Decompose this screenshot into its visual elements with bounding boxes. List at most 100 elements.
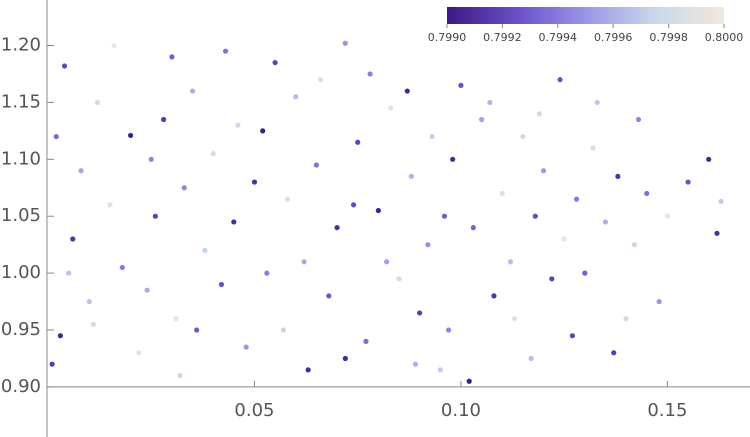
point (66, 270, 72, 276)
point (437, 367, 443, 373)
y-tick-label: 1.00 (1, 262, 41, 283)
point (569, 333, 576, 339)
point (317, 77, 324, 83)
point (549, 276, 555, 282)
point (417, 310, 423, 316)
x-tick-label: 0.10 (441, 400, 481, 421)
point (78, 168, 84, 174)
point (384, 259, 390, 265)
point (148, 156, 154, 162)
point (623, 316, 629, 322)
point (615, 173, 621, 179)
point (367, 71, 373, 77)
point (528, 355, 534, 362)
point (144, 287, 150, 293)
point (396, 276, 402, 282)
point (342, 355, 348, 362)
point (714, 230, 720, 236)
point (487, 99, 493, 106)
y-tick-label: 1.10 (1, 148, 41, 169)
point (520, 133, 526, 140)
point (305, 367, 311, 373)
colorbar-tick-label: 0.7996 (594, 31, 633, 44)
y-tick-label: 0.95 (1, 319, 41, 340)
point (499, 190, 505, 197)
point (342, 40, 348, 46)
point (251, 179, 258, 185)
point (631, 242, 637, 248)
point (412, 361, 419, 367)
point (218, 281, 225, 288)
point (235, 122, 241, 128)
x-tick-label: 0.15 (647, 400, 687, 421)
point (635, 116, 642, 123)
colorbar-tick-label: 0.7992 (483, 31, 522, 44)
point (272, 59, 278, 66)
point (173, 316, 179, 322)
point (706, 156, 712, 162)
point (685, 179, 691, 185)
point (181, 185, 187, 191)
point (107, 202, 113, 208)
point (363, 338, 369, 345)
point (664, 213, 671, 219)
point (532, 213, 538, 219)
point (656, 298, 662, 305)
point (293, 94, 299, 100)
point (536, 111, 543, 117)
point (53, 133, 59, 140)
colorbar-tick-label: 0.8000 (705, 31, 744, 44)
point (429, 133, 435, 140)
x-tick-label: 0.05 (234, 400, 274, 421)
point (231, 219, 237, 225)
point (202, 247, 208, 253)
point (718, 198, 724, 205)
point (557, 77, 563, 83)
point (189, 88, 196, 94)
point (375, 207, 381, 214)
point (326, 293, 332, 299)
point (49, 361, 55, 367)
y-tick-label: 0.90 (1, 376, 41, 397)
point (470, 225, 476, 231)
point (458, 82, 464, 88)
point (169, 54, 175, 60)
point (478, 116, 485, 123)
point (388, 105, 394, 111)
point (507, 259, 514, 265)
point (86, 298, 92, 305)
point (127, 132, 134, 139)
point (466, 378, 472, 384)
point (313, 162, 320, 168)
point (561, 236, 567, 242)
point (404, 88, 410, 94)
point (152, 213, 158, 219)
point (408, 173, 414, 179)
colorbar-tick-label: 0.7994 (539, 31, 578, 44)
colorbar-tick-label: 0.7990 (428, 31, 467, 44)
point (284, 196, 291, 202)
point (355, 139, 361, 145)
y-tick-label: 1.20 (1, 35, 41, 56)
point (280, 327, 286, 333)
point (61, 63, 68, 69)
point (644, 190, 650, 197)
point (441, 213, 448, 219)
point (425, 242, 431, 248)
point (573, 196, 580, 202)
point (90, 321, 97, 327)
point (301, 259, 307, 265)
point (57, 333, 63, 339)
point (334, 225, 340, 231)
point (94, 99, 101, 106)
colorbar (447, 7, 724, 24)
point (582, 270, 588, 276)
point (590, 145, 596, 151)
point (264, 270, 270, 276)
point (119, 264, 125, 271)
point (491, 293, 497, 299)
point (594, 99, 600, 106)
y-tick-label: 1.05 (1, 205, 41, 226)
point (194, 327, 200, 333)
point (210, 151, 216, 157)
